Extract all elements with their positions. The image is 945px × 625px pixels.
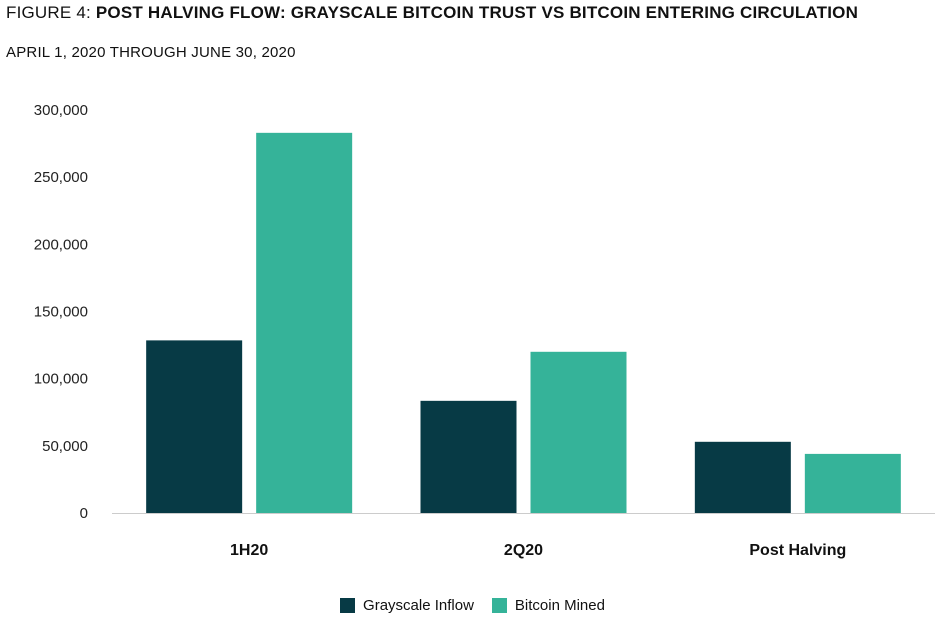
legend-label-grayscale-inflow: Grayscale Inflow	[363, 597, 474, 614]
y-tick-label: 100,000	[34, 371, 88, 388]
x-category-label: 1H20	[230, 542, 268, 559]
bar-bitcoin-mined-2q20	[530, 351, 627, 513]
figure-number: FIGURE 4:	[6, 3, 91, 22]
chart-title: FIGURE 4: POST HALVING FLOW: GRAYSCALE B…	[6, 3, 936, 23]
x-category-label: 2Q20	[504, 542, 543, 559]
y-tick-label: 50,000	[42, 438, 88, 455]
bar-grayscale-inflow-2q20	[420, 400, 517, 513]
chart-title-main: POST HALVING FLOW: GRAYSCALE BITCOIN TRU…	[95, 3, 859, 22]
y-tick-label: 200,000	[34, 236, 88, 253]
y-tick-label: 250,000	[34, 169, 88, 186]
legend-item-bitcoin-mined: Bitcoin Mined	[491, 597, 605, 614]
y-tick-label: 0	[80, 505, 88, 522]
y-tick-label: 300,000	[34, 102, 88, 119]
x-category-label: Post Halving	[749, 542, 846, 559]
bar-bitcoin-mined-1h20	[256, 132, 353, 513]
chart-subtitle: APRIL 1, 2020 THROUGH JUNE 30, 2020	[6, 44, 296, 61]
legend-swatch-grayscale-inflow	[340, 598, 356, 613]
legend-label-bitcoin-mined: Bitcoin Mined	[514, 597, 605, 614]
bar-grayscale-inflow-post-halving	[694, 441, 791, 513]
legend: Grayscale Inflow Bitcoin Mined	[0, 597, 945, 614]
bar-grayscale-inflow-1h20	[146, 340, 243, 513]
legend-swatch-bitcoin-mined	[491, 598, 507, 613]
legend-item-grayscale-inflow: Grayscale Inflow	[340, 597, 474, 614]
y-tick-label: 150,000	[34, 304, 88, 321]
bar-bitcoin-mined-post-halving	[804, 453, 901, 513]
